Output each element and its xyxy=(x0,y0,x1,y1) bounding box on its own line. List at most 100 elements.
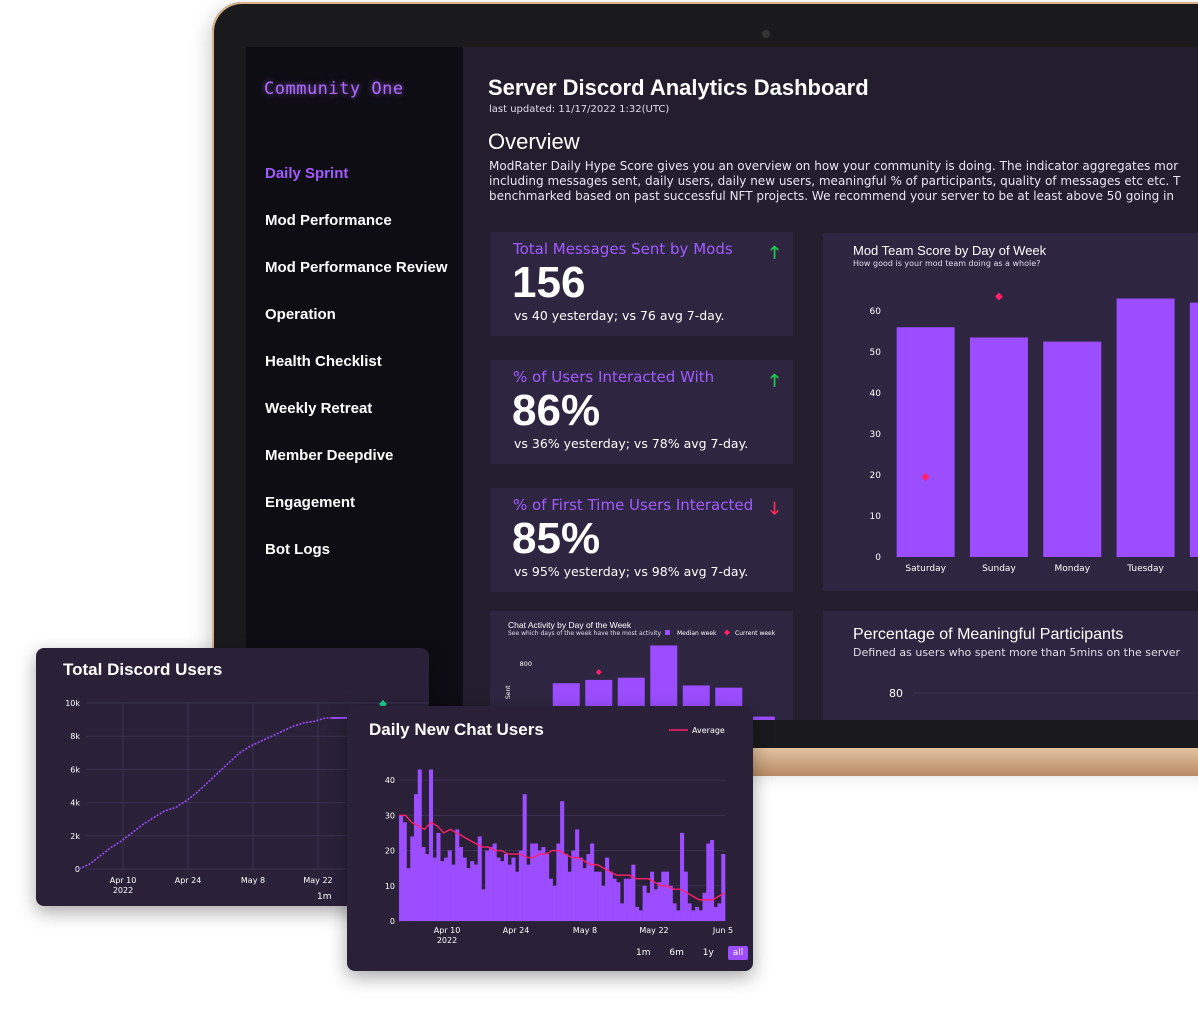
bar xyxy=(421,847,426,921)
sidebar: Community One Daily Sprint Mod Performan… xyxy=(246,47,463,720)
bar xyxy=(410,836,415,921)
sidebar-item-mod-performance[interactable]: Mod Performance xyxy=(265,212,392,229)
bar xyxy=(530,843,535,921)
bar xyxy=(635,906,640,921)
kpi-card-first-time-users: % of First Time Users Interacted 85% vs … xyxy=(490,488,793,592)
y-tick-label: 10 xyxy=(870,512,882,522)
sidebar-item-mod-performance-review[interactable]: Mod Performance Review xyxy=(265,259,448,276)
bar xyxy=(522,794,527,921)
bar xyxy=(646,892,651,921)
sidebar-item-health-checklist[interactable]: Health Checklist xyxy=(265,353,382,370)
bar xyxy=(428,769,434,921)
sidebar-item-weekly-retreat[interactable]: Weekly Retreat xyxy=(265,400,373,417)
meaningful-participants-card: Percentage of Meaningful Participants De… xyxy=(823,611,1198,720)
y-tick-label: 6k xyxy=(70,765,80,774)
x-tick-label: May 22 xyxy=(303,876,332,885)
bar xyxy=(691,910,696,921)
bar xyxy=(485,850,490,921)
legend-marker xyxy=(724,629,730,636)
y-tick-label: 30 xyxy=(870,430,882,440)
bar xyxy=(661,871,666,921)
bar xyxy=(575,829,580,921)
chart-title: Chat Activity by Day of the Week xyxy=(508,620,632,630)
y-tick-label: 80 xyxy=(889,687,903,700)
bar xyxy=(676,910,681,921)
range-1y-button[interactable]: 1y xyxy=(702,948,714,958)
x-tick-label: Apr 24 xyxy=(503,926,530,935)
sidebar-item-member-deepdive[interactable]: Member Deepdive xyxy=(265,447,394,464)
bar xyxy=(687,903,692,921)
sidebar-item-daily-sprint[interactable]: Daily Sprint xyxy=(265,165,349,182)
bar xyxy=(896,327,955,557)
y-tick-label: 0 xyxy=(875,553,881,563)
marker-point xyxy=(595,669,602,676)
bar xyxy=(710,839,715,921)
y-tick-label: 2k xyxy=(70,832,80,841)
bar xyxy=(488,847,493,921)
arrow-down-icon: 🡓 xyxy=(770,499,779,519)
y-tick-label: 20 xyxy=(385,847,395,856)
y-tick-label: 0 xyxy=(75,865,80,874)
dashboard-screen: Community One Daily Sprint Mod Performan… xyxy=(246,47,1198,720)
kpi-label: % of First Time Users Interacted xyxy=(513,496,754,514)
sidebar-item-bot-logs[interactable]: Bot Logs xyxy=(265,541,330,558)
bar xyxy=(500,861,505,921)
bar xyxy=(515,871,520,921)
y-tick-label: 10 xyxy=(385,882,395,891)
bar xyxy=(451,864,456,921)
y-tick-label: 800 xyxy=(520,660,532,668)
overview-line: ModRater Daily Hype Score gives you an o… xyxy=(489,159,1179,173)
range-1m-button[interactable]: 1m xyxy=(317,892,332,902)
bar xyxy=(1189,302,1198,557)
bar xyxy=(698,910,703,921)
x-tick-label: May 8 xyxy=(573,926,597,935)
bar xyxy=(668,885,673,921)
bar xyxy=(721,854,726,921)
arrow-up-icon: 🡑 xyxy=(770,243,779,263)
bar xyxy=(503,854,508,921)
x-tick-label: Apr 10 xyxy=(110,876,137,885)
legend-swatch xyxy=(665,630,670,635)
series-line xyxy=(78,717,336,870)
x-tick-label: Apr 24 xyxy=(175,876,202,885)
range-1m-button[interactable]: 1m xyxy=(636,948,651,958)
kpi-comparison: vs 36% yesterday; vs 78% avg 7-day. xyxy=(514,436,749,451)
sidebar-item-engagement[interactable]: Engagement xyxy=(265,494,356,511)
bar xyxy=(593,871,598,921)
range-all-button[interactable]: all xyxy=(727,946,749,960)
bar xyxy=(657,882,662,921)
x-tick-label: May 8 xyxy=(241,876,265,885)
bar xyxy=(578,857,583,921)
kpi-label: Total Messages Sent by Mods xyxy=(513,240,733,258)
main-content: Server Discord Analytics Dashboard last … xyxy=(463,47,1198,720)
marker-point xyxy=(921,472,930,481)
x-tick-label: Jun 5 xyxy=(712,926,733,935)
chart-subtitle: Defined as users who spent more than 5mi… xyxy=(853,646,1181,659)
bar xyxy=(518,850,523,921)
bar xyxy=(683,871,688,921)
sidebar-item-operation[interactable]: Operation xyxy=(265,306,336,323)
y-tick-label: 40 xyxy=(870,389,882,399)
bar xyxy=(507,864,512,921)
bar xyxy=(582,868,587,921)
bar xyxy=(672,903,677,921)
legend-label: Current week xyxy=(735,630,776,637)
bar xyxy=(623,878,628,921)
x-tick-label: Sunday xyxy=(982,564,1016,574)
x-tick-label: 2022 xyxy=(113,886,133,895)
average-line xyxy=(399,814,726,901)
bar xyxy=(608,871,613,921)
bar xyxy=(702,892,707,921)
sidebar-nav: Daily Sprint Mod Performance Mod Perform… xyxy=(265,163,448,586)
chart-title: Percentage of Meaningful Participants xyxy=(853,626,1124,643)
app-logo[interactable]: Community One xyxy=(264,79,404,99)
y-tick-label: 50 xyxy=(870,348,882,358)
range-6m-button[interactable]: 6m xyxy=(669,948,684,958)
kpi-value: 156 xyxy=(512,258,586,307)
bar xyxy=(620,903,625,921)
page-title: Server Discord Analytics Dashboard xyxy=(488,75,869,100)
y-tick-label: 60 xyxy=(870,307,882,317)
mod-team-score-chart: 0 10 20 30 40 50 60 Saturday Sunday Monday Tuesday… xyxy=(870,292,1198,574)
